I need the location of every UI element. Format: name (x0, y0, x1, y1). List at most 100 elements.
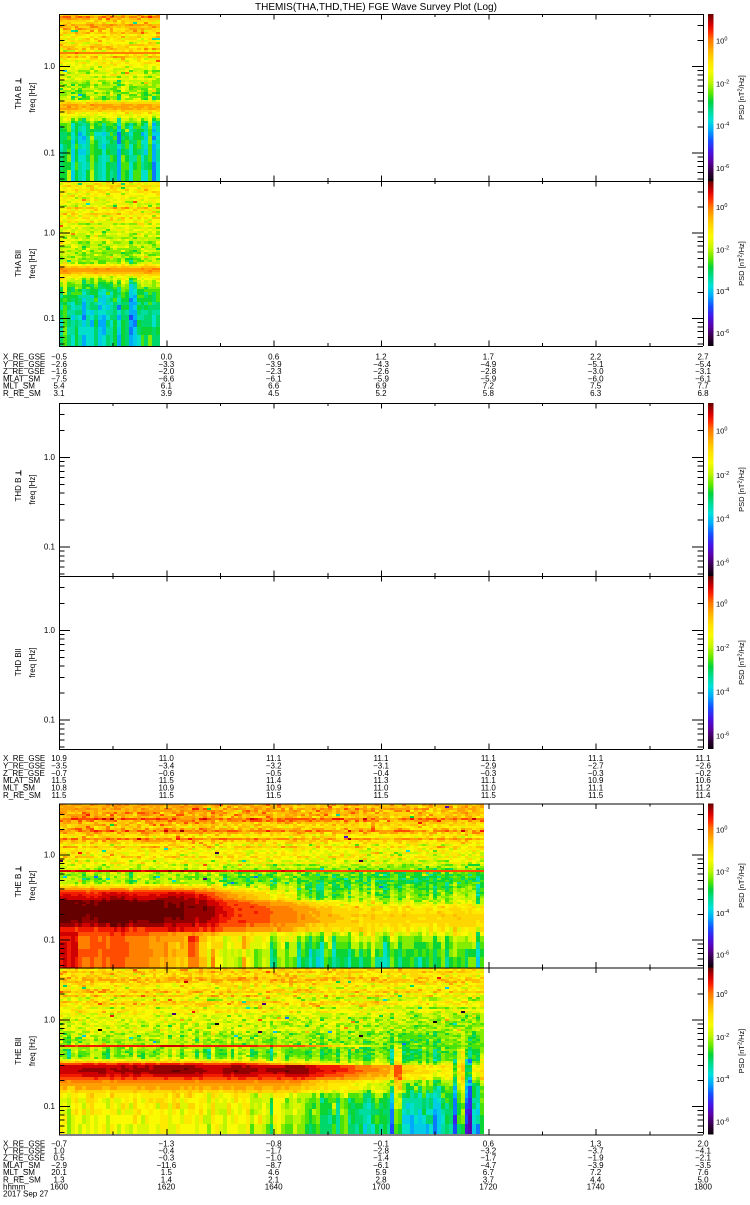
svg-text:THE Bll: THE Bll (14, 1037, 23, 1064)
svg-text:−0.4: −0.4 (373, 769, 389, 778)
svg-text:MLAT_SM: MLAT_SM (3, 776, 41, 785)
svg-text:11.5: 11.5 (159, 776, 175, 785)
svg-text:freq [Hz]: freq [Hz] (28, 870, 37, 900)
svg-text:7.2: 7.2 (483, 382, 495, 391)
svg-text:−3.9: −3.9 (588, 1161, 604, 1170)
svg-text:THA B: THA B (14, 86, 23, 109)
svg-text:11.5: 11.5 (266, 791, 282, 800)
svg-text:11.1: 11.1 (266, 754, 282, 763)
svg-text:4.4: 4.4 (590, 1175, 602, 1184)
svg-text:−3.5: −3.5 (695, 1161, 711, 1170)
svg-text:−2.7: −2.7 (588, 761, 604, 770)
svg-text:10-6: 10-6 (716, 558, 729, 567)
svg-text:−6.1: −6.1 (266, 374, 282, 383)
svg-text:−0.4: −0.4 (158, 1147, 174, 1156)
svg-text:10-2: 10-2 (716, 245, 729, 254)
svg-text:10-4: 10-4 (716, 515, 729, 524)
svg-text:11.1: 11.1 (374, 754, 390, 763)
svg-text:−6.0: −6.0 (588, 374, 604, 383)
svg-text:−3.9: −3.9 (266, 360, 282, 369)
svg-text:4.6: 4.6 (268, 1168, 280, 1177)
svg-text:−5.9: −5.9 (480, 374, 496, 383)
svg-text:6.6: 6.6 (268, 382, 280, 391)
svg-text:11.1: 11.1 (481, 776, 497, 785)
svg-text:7.7: 7.7 (697, 382, 709, 391)
svg-text:10.9: 10.9 (159, 784, 175, 793)
svg-text:11.3: 11.3 (374, 776, 390, 785)
svg-text:10-4: 10-4 (716, 287, 729, 296)
svg-text:−0.3: −0.3 (158, 1154, 174, 1163)
svg-text:11.0: 11.0 (374, 784, 390, 793)
svg-text:11.4: 11.4 (266, 776, 282, 785)
svg-text:R_RE_SM: R_RE_SM (3, 389, 41, 398)
svg-text:−2.8: −2.8 (480, 367, 496, 376)
svg-text:freq [Hz]: freq [Hz] (28, 1036, 37, 1066)
svg-text:−0.7: −0.7 (51, 1139, 67, 1148)
svg-text:11.2: 11.2 (696, 784, 712, 793)
svg-text:THA Bll: THA Bll (14, 250, 23, 277)
svg-text:PSD [nT2/Hz]: PSD [nT2/Hz] (737, 1029, 746, 1074)
svg-text:−3.4: −3.4 (158, 761, 174, 770)
svg-text:7.6: 7.6 (697, 1168, 709, 1177)
svg-text:Z_RE_GSE: Z_RE_GSE (3, 367, 45, 376)
svg-text:2.7: 2.7 (697, 353, 709, 362)
svg-text:100: 100 (716, 990, 727, 999)
svg-text:100: 100 (716, 600, 727, 609)
svg-text:11.1: 11.1 (588, 754, 604, 763)
svg-text:−2.8: −2.8 (373, 1147, 389, 1156)
svg-text:−0.5: −0.5 (51, 353, 67, 362)
svg-text:−0.1: −0.1 (373, 1139, 389, 1148)
svg-text:0.1: 0.1 (44, 1102, 56, 1111)
svg-text:−0.8: −0.8 (266, 1139, 282, 1148)
svg-text:11.5: 11.5 (159, 791, 175, 800)
svg-text:THE B: THE B (14, 874, 23, 898)
svg-text:10-4: 10-4 (716, 1075, 729, 1084)
svg-text:11.4: 11.4 (696, 791, 712, 800)
svg-text:10.9: 10.9 (266, 784, 282, 793)
svg-text:0.1: 0.1 (44, 936, 56, 945)
svg-text:−2.9: −2.9 (480, 761, 496, 770)
svg-text:−1.3: −1.3 (158, 1139, 174, 1148)
svg-text:MLT_SM: MLT_SM (3, 1168, 35, 1177)
svg-text:−0.7: −0.7 (51, 769, 67, 778)
svg-text:6.3: 6.3 (590, 389, 602, 398)
svg-text:100: 100 (716, 203, 727, 212)
svg-text:1600: 1600 (50, 1183, 68, 1192)
svg-text:R_RE_SM: R_RE_SM (3, 1175, 41, 1184)
svg-text:11.5: 11.5 (588, 791, 604, 800)
svg-text:−1.4: −1.4 (373, 1154, 389, 1163)
svg-text:−2.6: −2.6 (695, 761, 711, 770)
svg-text:3.7: 3.7 (483, 1175, 495, 1184)
svg-text:THEMIS(THA,THD,THE) FGE Wave S: THEMIS(THA,THD,THE) FGE Wave Survey Plot… (255, 2, 497, 13)
svg-text:−11.6: −11.6 (157, 1161, 177, 1170)
svg-text:5.4: 5.4 (53, 382, 65, 391)
svg-text:1.0: 1.0 (53, 1147, 65, 1156)
svg-text:2.2: 2.2 (590, 353, 602, 362)
svg-text:−0.2: −0.2 (695, 769, 711, 778)
svg-text:2017 Sep 27: 2017 Sep 27 (3, 1190, 49, 1199)
svg-text:PSD [nT2/Hz]: PSD [nT2/Hz] (737, 640, 746, 685)
svg-text:MLT_SM: MLT_SM (3, 784, 35, 793)
svg-text:10-4: 10-4 (716, 688, 729, 697)
svg-text:PSD [nT2/Hz]: PSD [nT2/Hz] (737, 863, 746, 908)
svg-text:10.9: 10.9 (51, 754, 67, 763)
svg-text:−1.9: −1.9 (588, 1154, 604, 1163)
svg-text:0.6: 0.6 (483, 1139, 495, 1148)
svg-text:−3.3: −3.3 (158, 360, 174, 369)
svg-text:−1.7: −1.7 (480, 1154, 496, 1163)
svg-text:1700: 1700 (372, 1183, 390, 1192)
svg-text:1.0: 1.0 (44, 228, 56, 237)
svg-text:1800: 1800 (694, 1183, 712, 1192)
svg-text:20.1: 20.1 (51, 1168, 67, 1177)
svg-text:3.9: 3.9 (161, 389, 173, 398)
svg-text:−6.6: −6.6 (158, 374, 174, 383)
svg-text:X_RE_GSE: X_RE_GSE (3, 1139, 45, 1148)
svg-text:2.8: 2.8 (375, 1175, 387, 1184)
svg-text:−0.3: −0.3 (480, 769, 496, 778)
svg-text:−3.2: −3.2 (266, 761, 282, 770)
svg-text:4.5: 4.5 (268, 389, 280, 398)
svg-text:−8.7: −8.7 (266, 1161, 282, 1170)
svg-text:1.7: 1.7 (483, 353, 495, 362)
svg-text:−7.5: −7.5 (51, 374, 67, 383)
svg-text:0.1: 0.1 (44, 716, 56, 725)
